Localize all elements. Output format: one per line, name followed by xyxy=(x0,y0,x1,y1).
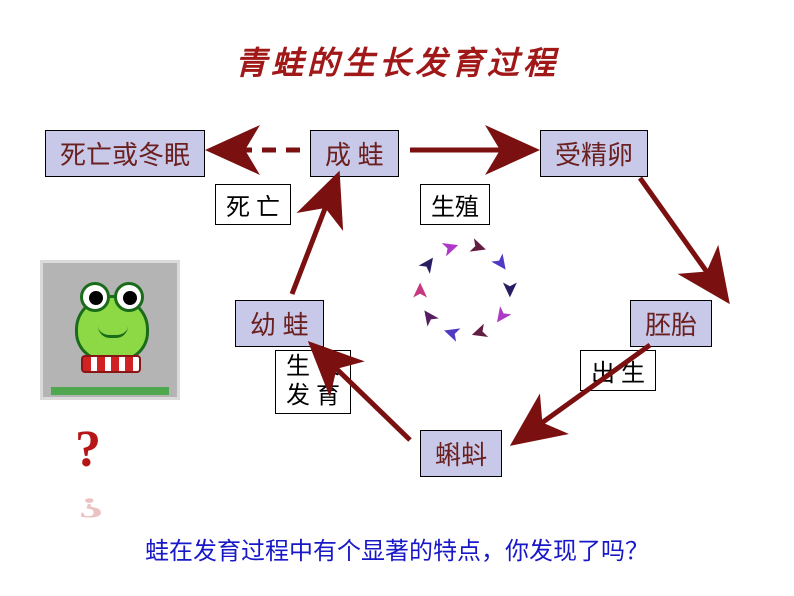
frog-body xyxy=(75,295,149,363)
frog-scarf xyxy=(81,355,141,373)
center-ring: ➤➤➤➤➤➤➤➤➤➤ xyxy=(400,225,530,355)
question-mark-icon: ? xyxy=(75,420,101,479)
frog-mouth xyxy=(98,326,128,338)
grass xyxy=(51,387,169,395)
frog-eye-right xyxy=(114,282,144,312)
frog-image xyxy=(40,260,180,400)
bottom-caption: 蛙在发育过程中有个显著的特点，你发现了吗？ xyxy=(145,531,649,566)
question-mark-reflection: ? xyxy=(78,491,104,523)
frog-eye-left xyxy=(80,282,110,312)
